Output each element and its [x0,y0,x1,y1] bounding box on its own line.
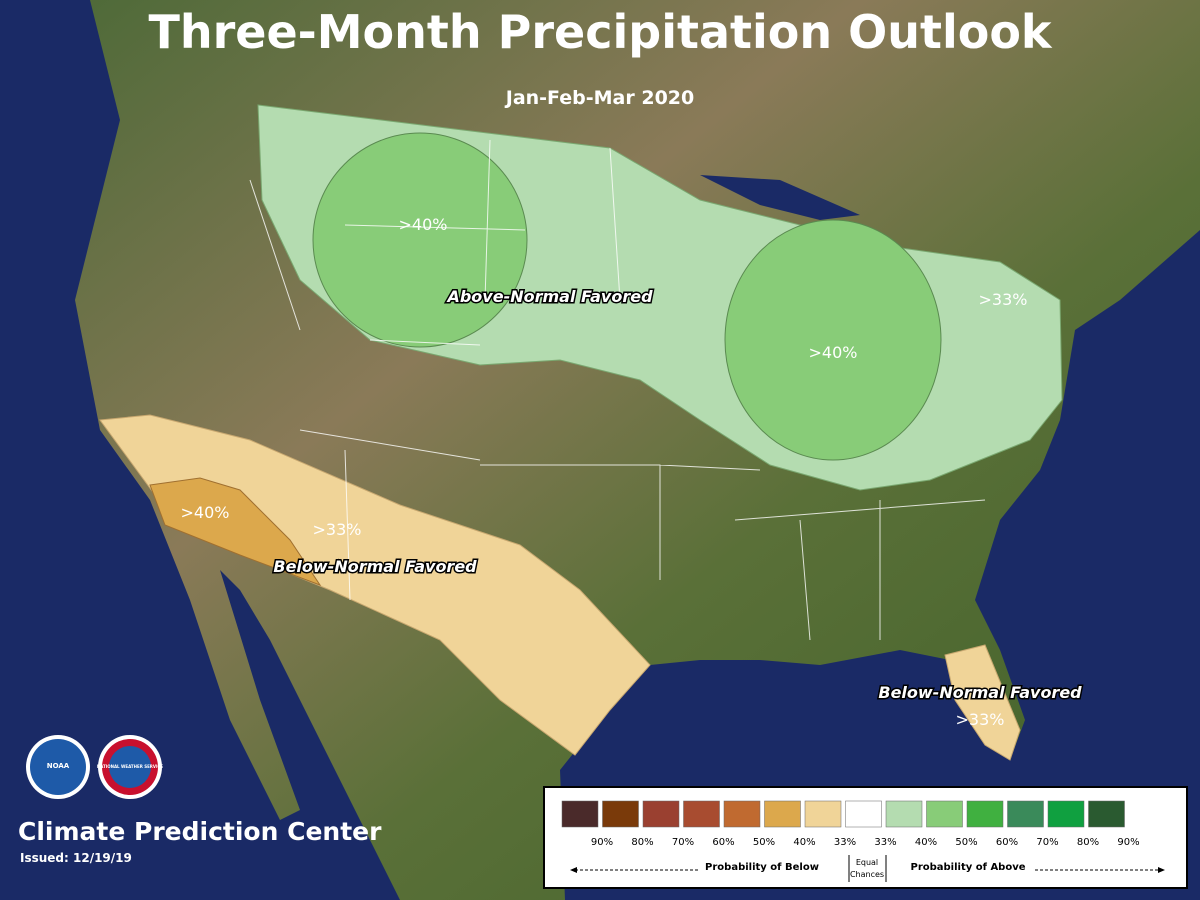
below-33-florida [944,644,1021,761]
map-title: Three-Month Precipitation Outlook [148,5,1052,59]
state-lines [249,139,986,641]
region-label: Above-Normal Favored [445,287,653,306]
region-label: Below-Normal Favored [273,557,477,576]
legend-swatch [1088,800,1125,828]
legend-label: 33% [874,837,896,848]
legend-label: 80% [631,837,653,848]
region-label: >40% [809,343,858,362]
legend-swatch [1007,800,1044,828]
region-label: >40% [181,503,230,522]
legend-label: 40% [915,837,937,848]
legend-swatch [683,800,720,828]
legend-label: 60% [996,837,1018,848]
legend-swatch [926,800,963,828]
noaa-logo: NOAA [26,735,90,799]
legend-swatch [723,800,761,828]
legend-label: 50% [955,837,977,848]
legend-label: 33% [834,837,856,848]
legend-equal: Equal [856,858,878,867]
legend-label: 90% [591,837,613,848]
legend-swatch [966,800,1004,828]
nws-logo: NATIONAL WEATHER SERVICE [97,735,164,799]
legend-label: 80% [1077,837,1099,848]
legend-equal: Chances [850,870,884,879]
legend-label: 70% [1036,837,1058,848]
legend-label: 70% [672,837,694,848]
legend-swatch [1047,800,1085,828]
above-40 [312,132,528,348]
region-label: >33% [979,290,1028,309]
legend-swatch [642,800,680,828]
legend-label: 50% [753,837,775,848]
legend-above: Probability of Above [910,862,1025,873]
logo-text: NATIONAL WEATHER SERVICE [97,764,164,769]
region-label: >33% [313,520,362,539]
region-label: >40% [399,215,448,234]
logo-text: NOAA [47,762,70,770]
legend-label: 90% [1117,837,1139,848]
legend-label: 40% [793,837,815,848]
region-label: >33% [956,710,1005,729]
map-subtitle: Jan-Feb-Mar 2020 [504,87,694,109]
legend-swatch [885,800,923,828]
legend-swatch [764,800,801,828]
legend-label: 60% [712,837,734,848]
above-40 [724,219,942,461]
below-40 [149,477,322,587]
legend: 90% 80% 70% 60% 50% 40% 33% 33% 40% 50% 60% 70% 80% 9… [543,786,1188,889]
region-label: Below-Normal Favored [878,683,1082,702]
legend-swatch [804,800,842,828]
legend-swatch [561,800,599,828]
org-name: Climate Prediction Center [18,817,382,846]
legend-below: Probability of Below [705,862,819,873]
legend-swatch [845,800,882,828]
legend-swatch [602,800,639,828]
issued-date: Issued: 12/19/19 [20,851,132,865]
